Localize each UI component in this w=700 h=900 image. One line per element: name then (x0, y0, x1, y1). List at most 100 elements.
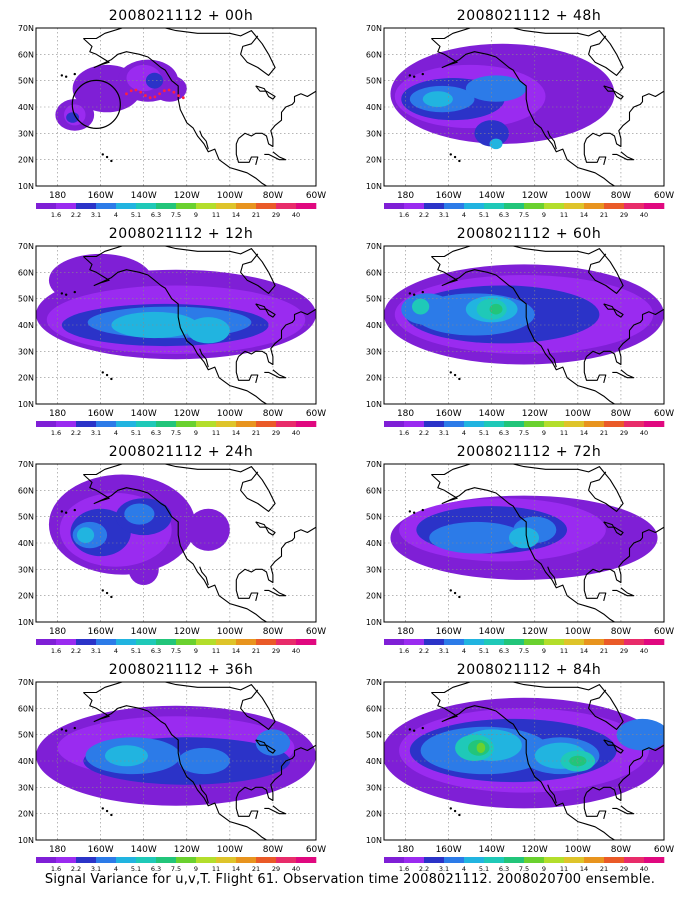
colorbar-label: 2.2 (419, 865, 429, 873)
coastline (612, 369, 635, 379)
island-speck (408, 74, 412, 77)
y-tick-label: 30N (18, 783, 34, 792)
island-speck (110, 813, 113, 817)
coastline (603, 85, 624, 100)
y-tick-label: 30N (366, 129, 382, 138)
colorbar-swatch (404, 639, 425, 645)
coastline (431, 246, 605, 258)
island-speck (105, 591, 109, 595)
colorbar-label: 6.3 (151, 429, 161, 437)
flight-track-point (162, 89, 166, 93)
colorbar-swatch (156, 857, 177, 863)
x-tick-label: 160W (88, 409, 114, 419)
variance-contour (124, 503, 155, 525)
coastline (547, 130, 557, 150)
colorbar-swatch (624, 639, 645, 645)
colorbar-label: 7.5 (171, 865, 181, 873)
colorbar-label: 5.1 (131, 429, 141, 437)
coastlines (408, 464, 664, 622)
x-tick-label: 160W (436, 845, 462, 855)
y-tick-label: 40N (366, 321, 382, 330)
island-speck (412, 511, 416, 514)
gridlines (36, 464, 316, 622)
colorbar-swatch (564, 857, 585, 863)
colorbar-swatch (644, 421, 665, 427)
island-speck (408, 728, 412, 731)
colorbar-swatch (136, 639, 157, 645)
colorbar-swatch (256, 203, 277, 209)
colorbar-swatch (276, 857, 297, 863)
y-tick-label: 20N (366, 156, 382, 165)
x-tick-label: 160W (436, 627, 462, 637)
coastline (431, 464, 605, 476)
colorbar-swatch (484, 639, 505, 645)
colorbar-label: 9 (194, 429, 198, 437)
y-tick-label: 20N (366, 374, 382, 383)
variance-contour (111, 311, 198, 339)
colorbar-swatch (176, 203, 197, 209)
colorbar-label: 14 (580, 865, 588, 873)
x-tick-label: 120W (522, 627, 548, 637)
coastline (240, 253, 276, 294)
colorbar-label: 21 (252, 211, 260, 219)
island-speck (421, 72, 424, 76)
colorbar: 1.6 2.2 3.1 4 5.1 6.3 7.5 9 11 14 21 29 40 (384, 421, 665, 437)
colorbar-label: 2.2 (419, 429, 429, 437)
colorbar-swatch (156, 421, 177, 427)
variance-contour (186, 508, 230, 551)
colorbar-swatch (276, 421, 297, 427)
colorbar-swatch (236, 203, 257, 209)
colorbar-swatch (384, 639, 405, 645)
colorbar-swatch (216, 639, 237, 645)
colorbar-swatch (564, 421, 585, 427)
coastline (240, 689, 276, 730)
coastline (431, 38, 615, 186)
map-panel: 2008021112 + 48h 70N 60N 50N 40N 30N 20N 10N 180… (364, 8, 694, 226)
colorbar-label: 14 (580, 211, 588, 219)
colorbar-swatch (236, 639, 257, 645)
colorbar-label: 4 (462, 429, 466, 437)
colorbar-label: 40 (640, 865, 648, 873)
y-tick-label: 70N (366, 24, 382, 33)
coastline (583, 356, 607, 384)
map-panel: 2008021112 + 60h 70N 60N 50N 40N 30N 20N 10N 180… (364, 226, 694, 444)
colorbar-label: 3.1 (91, 865, 101, 873)
coastline (431, 256, 615, 404)
colorbar-swatch (256, 639, 277, 645)
colorbar-swatch (96, 203, 117, 209)
coastlines (60, 28, 316, 186)
colorbar-label: 5.1 (479, 429, 489, 437)
x-tick-label: 80W (611, 409, 631, 419)
island-speck (64, 75, 68, 78)
colorbar-label: 7.5 (519, 211, 529, 219)
colorbar-swatch (384, 857, 405, 863)
coastline (612, 805, 635, 815)
x-tick-label: 180 (49, 845, 66, 855)
colorbar-label: 11 (560, 647, 568, 655)
flight-track-point (139, 90, 143, 94)
variance-field (36, 705, 316, 806)
variance-contour (569, 755, 587, 767)
colorbar-label: 11 (212, 865, 220, 873)
island-speck (110, 159, 113, 163)
coastline (586, 308, 664, 366)
variance-contour (476, 742, 486, 754)
map-frame (383, 245, 665, 405)
variance-contour (104, 745, 148, 767)
island-speck (421, 290, 424, 294)
colorbar-label: 11 (560, 429, 568, 437)
y-tick-label: 10N (18, 182, 34, 191)
colorbar-swatch (584, 639, 605, 645)
y-tick-label: 70N (18, 242, 34, 251)
flight-track-point (153, 95, 157, 99)
colorbar-swatch (116, 639, 137, 645)
map-panel: 2008021112 + 00h 70N 60N 50N 40N 30N 20N 10N 180… (16, 8, 346, 226)
colorbar-label: 11 (212, 211, 220, 219)
colorbar-swatch (504, 203, 525, 209)
y-tick-label: 60N (366, 704, 382, 713)
colorbar-label: 29 (272, 647, 280, 655)
colorbar-swatch (644, 857, 665, 863)
colorbar-swatch (296, 639, 317, 645)
colorbar-label: 40 (292, 647, 300, 655)
gridlines (36, 28, 316, 186)
